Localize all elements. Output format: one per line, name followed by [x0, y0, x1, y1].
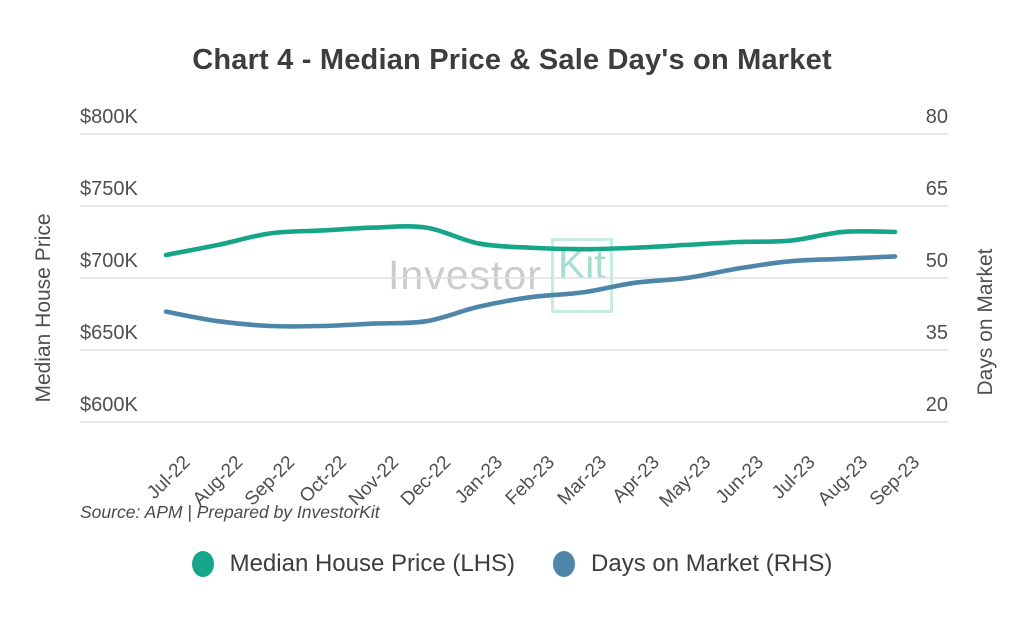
- left-axis-tick-label: $800K: [80, 106, 138, 128]
- source-note: Source: APM | Prepared by InvestorKit: [80, 502, 380, 522]
- right-axis-tick-label: 80: [925, 106, 948, 128]
- legend-item-days-on-market: Days on Market (RHS): [553, 550, 832, 578]
- right-axis-title: Days on Market: [974, 248, 997, 396]
- legend-label-median-price: Median House Price (LHS): [229, 550, 516, 577]
- right-axis-tick-label: 65: [925, 178, 948, 200]
- x-axis-tick-label: Jun-23: [711, 452, 768, 508]
- right-axis-tick-label: 35: [925, 322, 948, 344]
- x-axis-tick-label: Feb-23: [501, 452, 560, 510]
- x-axis-tick-label: Dec-22: [397, 452, 456, 511]
- x-axis-tick-label: Jul-22: [143, 452, 195, 504]
- legend-label-days-on-market: Days on Market (RHS): [591, 550, 833, 577]
- x-axis-tick-label: Jul-23: [768, 452, 820, 504]
- watermark-investor-text: Investor: [388, 252, 542, 298]
- legend-swatch-days-on-market: [553, 551, 576, 577]
- investorkit-watermark: Investor Kit: [388, 238, 613, 313]
- right-axis-tick-label: 20: [925, 394, 948, 416]
- x-axis-tick-label: Jan-23: [451, 452, 508, 508]
- left-axis-tick-label: $600K: [80, 394, 138, 416]
- series-line-median-house-price-lhs: [163, 224, 898, 258]
- x-axis-tick-label: May-23: [655, 452, 716, 512]
- legend-swatch-median-price: [191, 551, 214, 577]
- x-axis-tick-label: Apr-23: [608, 452, 664, 508]
- right-axis-tick-label: 50: [925, 250, 948, 272]
- left-axis-tick-label: $700K: [80, 250, 138, 272]
- chart-title: Chart 4 - Median Price & Sale Day's on M…: [192, 44, 832, 76]
- left-axis-title: Median House Price: [32, 213, 55, 403]
- legend: Median House Price (LHS) Days on Market …: [0, 550, 1024, 578]
- x-axis-tick-label: Sep-23: [865, 452, 924, 511]
- legend-item-median-price: Median House Price (LHS): [191, 550, 516, 578]
- x-axis-tick-label: Aug-23: [813, 452, 872, 511]
- x-axis-tick-label: Mar-23: [554, 452, 612, 510]
- left-axis-tick-label: $750K: [80, 178, 138, 200]
- left-axis-tick-label: $650K: [80, 322, 138, 344]
- x-axis-tick-label: Oct-22: [295, 452, 352, 508]
- watermark-kit-logo: Kit: [550, 238, 613, 313]
